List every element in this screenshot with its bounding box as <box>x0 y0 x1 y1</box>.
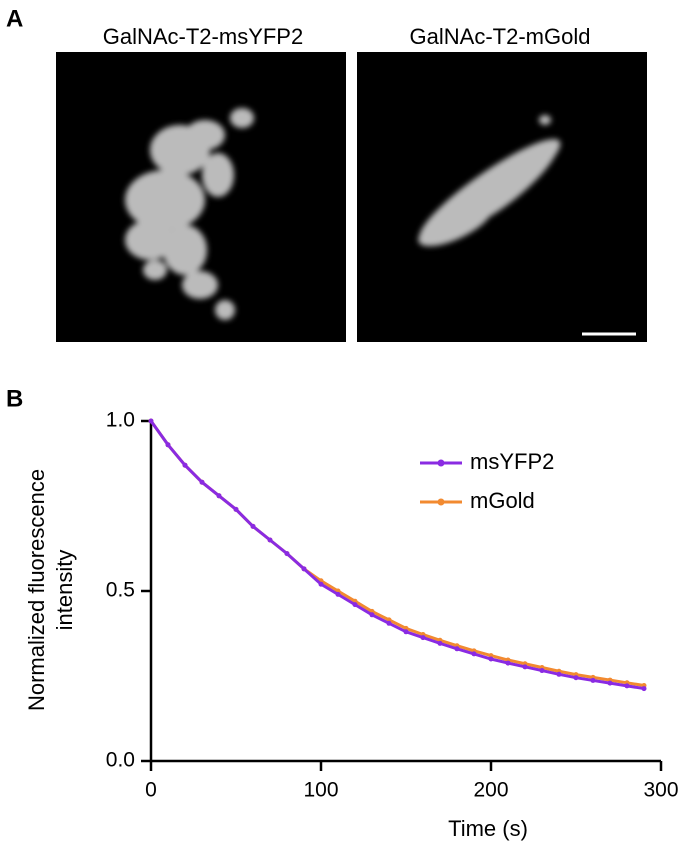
micrograph <box>56 52 346 342</box>
data-point <box>386 620 392 626</box>
data-point <box>369 612 375 618</box>
x-tick-label: 200 <box>473 779 508 802</box>
data-point <box>267 537 273 543</box>
series-line <box>149 420 645 688</box>
x-tick-label: 100 <box>303 779 338 802</box>
data-point <box>148 418 154 424</box>
x-axis-label: Time (s) <box>448 816 528 841</box>
legend-marker <box>437 459 445 467</box>
data-point <box>216 493 222 499</box>
micrograph <box>357 52 647 342</box>
data-point <box>641 686 647 692</box>
data-point <box>420 635 426 641</box>
data-point <box>522 664 528 670</box>
data-point <box>573 675 579 681</box>
series-line <box>149 420 645 691</box>
legend-label: msYFP2 <box>470 449 554 474</box>
image-title: GalNAc-T2-mGold <box>410 24 591 49</box>
data-point <box>352 602 358 608</box>
data-point <box>437 640 443 646</box>
y-axis-label: intensity <box>52 550 77 631</box>
data-point <box>471 651 477 657</box>
data-point <box>335 591 341 597</box>
data-point <box>505 660 511 666</box>
data-point <box>233 506 239 512</box>
data-point <box>539 668 545 674</box>
legend-label: mGold <box>470 488 535 513</box>
panel-label: B <box>6 385 23 412</box>
data-point <box>165 442 171 448</box>
y-tick-label: 0.0 <box>106 749 135 772</box>
x-tick-label: 0 <box>145 779 157 802</box>
data-point <box>454 646 460 652</box>
data-point <box>607 680 613 686</box>
y-tick-label: 0.5 <box>106 579 135 602</box>
data-point <box>624 683 630 689</box>
data-point <box>199 479 205 485</box>
data-point <box>556 671 562 677</box>
y-tick-label: 1.0 <box>106 409 135 432</box>
data-point <box>590 677 596 683</box>
image-title: GalNAc-T2-msYFP2 <box>103 24 303 49</box>
data-point <box>318 581 324 587</box>
y-axis-label: Normalized fluorescence <box>24 469 49 711</box>
data-point <box>403 629 409 635</box>
data-point <box>488 656 494 662</box>
data-point <box>301 566 307 572</box>
data-point <box>284 551 290 557</box>
x-tick-label: 300 <box>643 779 678 802</box>
data-point <box>250 523 256 529</box>
panel-label: A <box>6 5 23 32</box>
legend-marker <box>437 498 445 506</box>
data-point <box>182 462 188 468</box>
